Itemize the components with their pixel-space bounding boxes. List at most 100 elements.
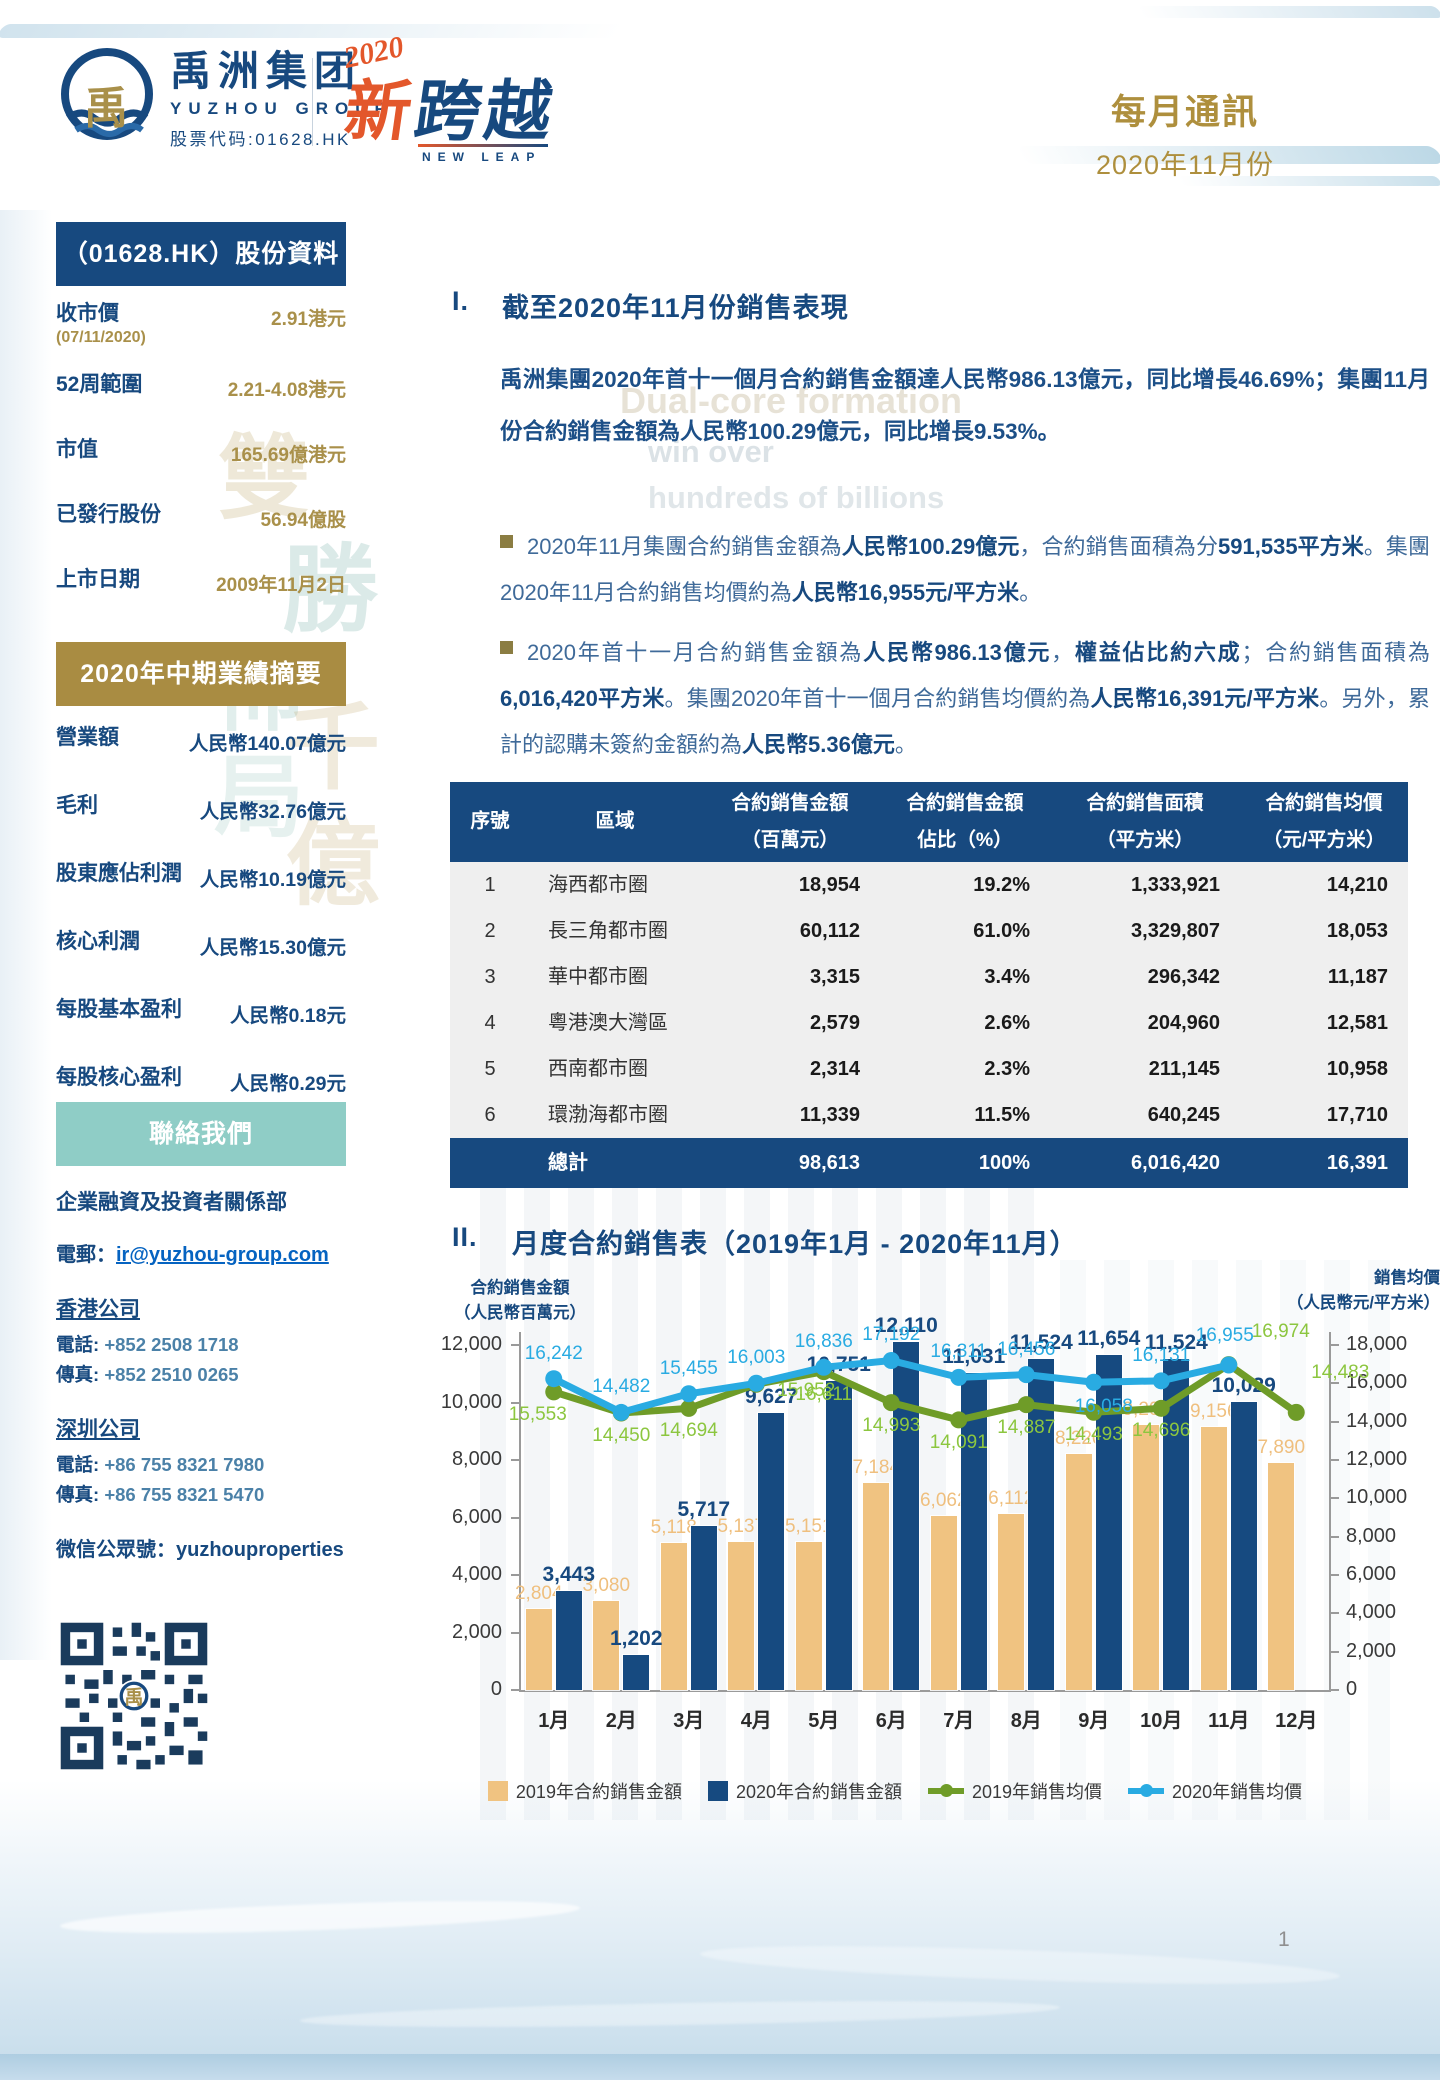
newsletter-period: 2020年11月份 [1095,150,1275,180]
bar-2019 [997,1513,1026,1691]
interim-row-shareholder-profit: 股東應佔利潤 人民幣10.19億元 [56,862,346,892]
legend-item: 2019年銷售均價 [928,1778,1102,1804]
row-value: 人民幣140.07億元 [188,733,346,755]
row-value: 人民幣15.30億元 [199,937,346,959]
x-tick-label: 3月 [673,1710,705,1732]
bar-2019 [592,1600,621,1691]
sz-phone-row: 電話: +86 755 8321 7980 [56,1451,346,1477]
axis-tick [1330,1574,1339,1576]
axis-tick [511,1689,520,1691]
footer-band [0,2054,1440,2080]
line-2020-point [612,1403,630,1421]
interim-row-basic-eps: 每股基本盈利 人民幣0.18元 [56,998,346,1028]
line-2020-point [747,1374,765,1392]
row-label: 核心利潤 [56,930,140,953]
line-2019-label: 14,993 [862,1414,921,1436]
axis-tick [1330,1459,1339,1461]
wechat-account: yuzhouproperties [176,1539,344,1561]
bullet-november-sales: 2020年11月集團合約銷售金額為人民幣100.29億元，合約銷售面積為分591… [500,534,1430,606]
yuzhou-logo-icon: 禹 [56,46,158,148]
hk-phone-row: 電話: +852 2508 1718 [56,1331,346,1357]
x-tick-label: 10月 [1140,1710,1183,1732]
row-label: 每股核心盈利 [56,1066,182,1089]
line-2020-label: 17,192 [862,1324,921,1346]
y-tick-label-right: 8,000 [1346,1524,1397,1547]
x-tick-label: 9月 [1078,1710,1110,1732]
col-header-share: 合約銷售金額 佔比（%） [906,791,1024,851]
line-2020-label: 16,456 [997,1338,1056,1360]
axis-tick [1330,1344,1339,1346]
company-name-cn: 禹洲集团 [170,48,362,94]
interim-row-core-eps: 每股核心盈利 人民幣0.29元 [56,1066,346,1096]
y-tick-label-right: 14,000 [1346,1409,1408,1432]
bar-2020 [689,1524,718,1691]
row-value: 2.91港元 [271,309,346,330]
bar-label-2020: 11,031 [942,1344,1006,1368]
wechat-qr-code: 禹 [56,1618,212,1774]
line-2020-label: 16,311 [930,1341,988,1363]
row-label: 市值 [56,438,98,462]
line-2019-point [1085,1403,1103,1421]
company-name-en: YUZHOU GROUP [170,99,393,119]
bar-label-2019: 6,112 [988,1488,1035,1510]
interim-row-core-profit: 核心利潤 人民幣15.30億元 [56,930,346,960]
x-tick-label: 6月 [875,1710,907,1732]
bar-label-2019: 7,184 [852,1457,901,1479]
y-tick-label-left: 0 [490,1678,502,1700]
bar-2020 [1027,1357,1056,1691]
bar-2019 [1267,1462,1296,1691]
logo-text-block: 禹洲集团 YUZHOU GROUP 股票代码:01628.HK [170,48,393,150]
line-2019-label: 14,091 [929,1431,988,1453]
line-2019-label: 15,553 [508,1403,567,1425]
y-tick-label-left: 12,000 [440,1333,502,1355]
row-label: 股東應佔利潤 [56,862,182,885]
phone-label: 電話: [56,1454,100,1475]
col-header-gfa: 合約銷售面積 （平方米） [1086,791,1204,851]
axis-tick [1330,1382,1339,1385]
legend-item: 2020年合約銷售金額 [707,1778,902,1804]
axis-tick [1330,1650,1339,1653]
row-value: 人民幣32.76億元 [199,801,346,823]
bar-label-2019: 7,890 [1257,1437,1306,1459]
line-2019-point [950,1411,968,1429]
row-value: 2.21-4.08港元 [227,380,346,402]
axis-tick [1330,1689,1339,1691]
line-2019-point [680,1399,698,1417]
legend-line-icon [1128,1784,1165,1797]
line-2020-point [882,1351,900,1369]
y-tick-label-right: 16,000 [1346,1371,1408,1394]
row-label: 營業額 [56,726,119,749]
bar-2019 [862,1482,891,1691]
section1-title: 截至2020年11月份銷售表現 [502,293,849,323]
price-lines [545,1351,1305,1429]
header-divider [312,58,313,146]
bar-label-2019: 5,151 [784,1515,833,1537]
x-axis [520,1690,1330,1692]
bullet-square-icon [500,535,513,548]
x-tick-label: 4月 [740,1710,772,1732]
cloud-decoration [0,24,625,38]
bar-label-2019: 6,062 [919,1489,968,1511]
stock-info-list: 收市價 (07/11/2020) 2.91港元 52周範圍 2.21-4.08港… [56,302,346,597]
bullet-ytd-sales: 2020年首十一月合約銷售金額為人民幣986.13億元，權益佔比約六成；合約銷售… [500,640,1430,758]
bar-2019 [1199,1425,1228,1691]
sz-office-title: 深圳公司 [56,1418,140,1441]
legend-swatch-icon [707,1781,728,1801]
y-axis-right [1329,1332,1331,1692]
axis-tick [511,1574,520,1576]
line-2020-point [950,1368,968,1386]
bar-2019 [1064,1452,1093,1691]
table-row: 4 粵港澳大灣區 2,579 2.6% 204,960 12,581 [450,1000,1408,1046]
section2-heading: II. 月度合約銷售表（2019年1月 - 2020年11月） [452,1222,1078,1261]
table-body: 1 海西都市圈 18,954 19.2% 1,333,921 14,210 2 長三角都… [450,862,1408,1138]
cloud-decoration [1136,6,1440,18]
row-label: 收市價 [56,302,119,325]
y-tick-label-left: 4,000 [451,1563,502,1585]
bar-label-2019: 8,220 [1054,1427,1103,1449]
y-tick-label-left: 2,000 [451,1620,502,1643]
email-link[interactable]: ir@yuzhou-group.com [116,1244,329,1266]
x-tick-label: 11月 [1208,1710,1250,1732]
line-2020-label: 16,242 [524,1342,583,1364]
bar-2020 [1229,1400,1258,1691]
bar-label-2020: 11,654 [1077,1326,1141,1350]
